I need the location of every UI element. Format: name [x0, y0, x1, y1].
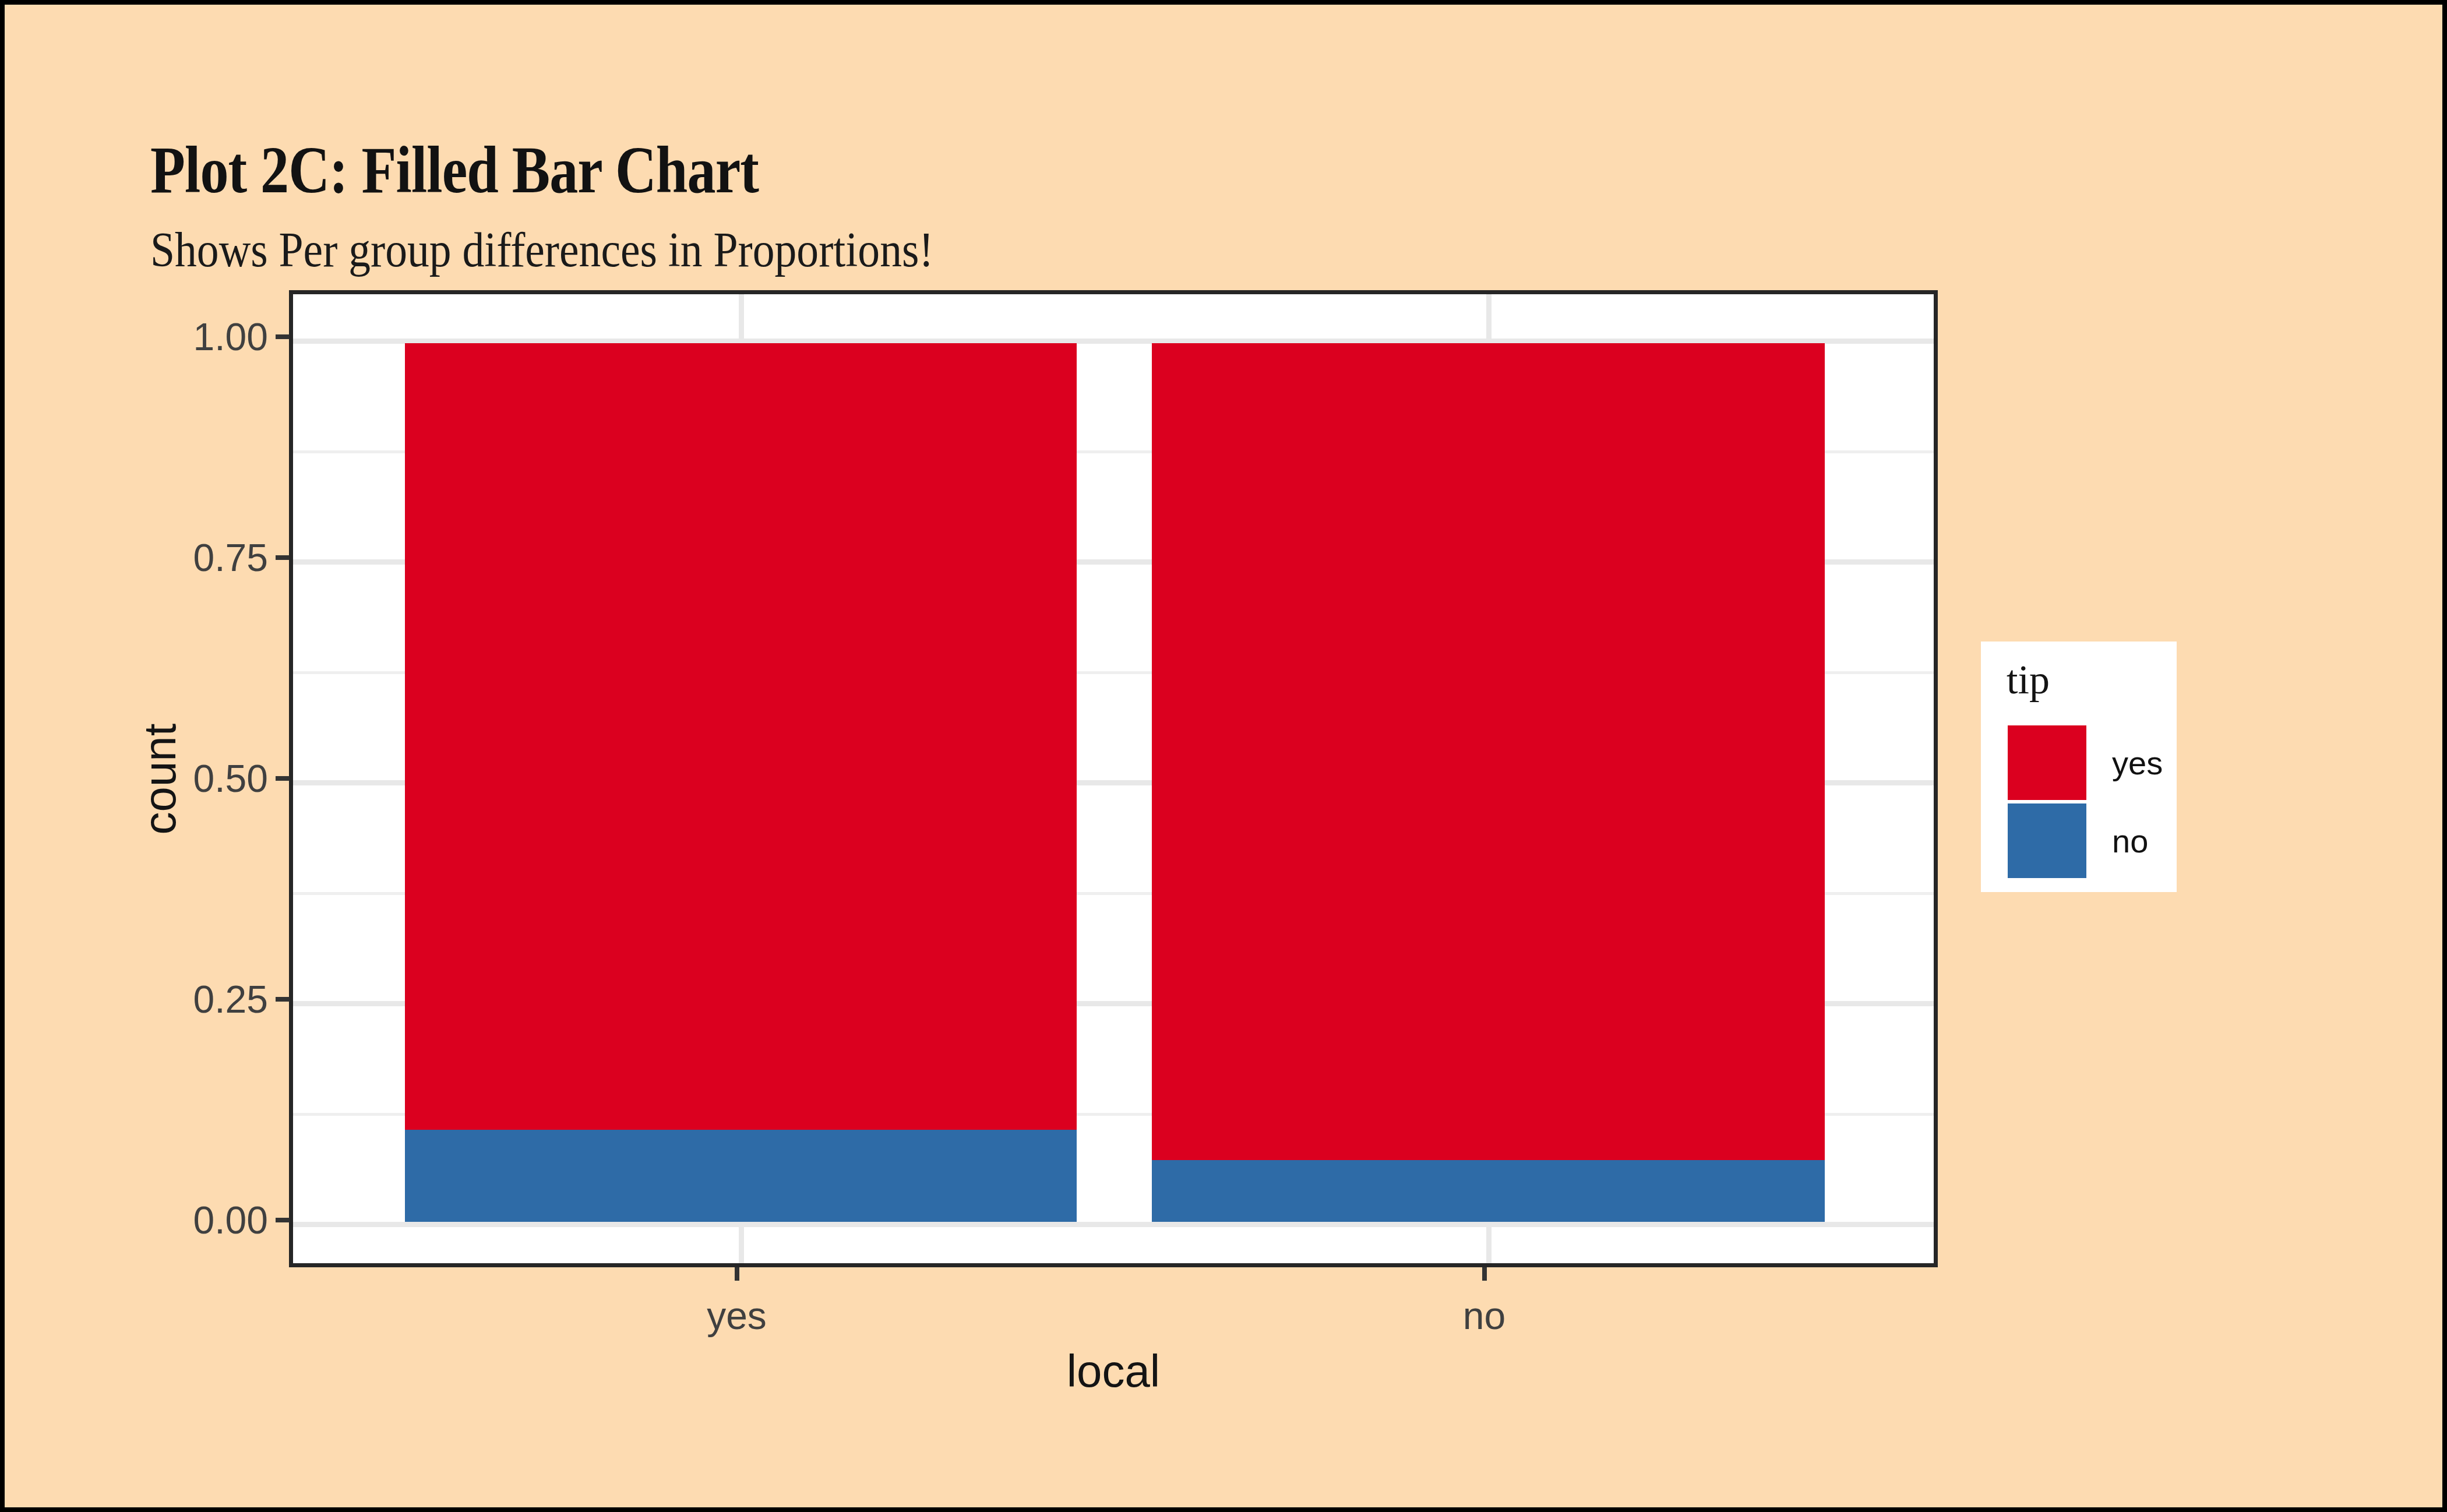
legend-swatch-yes [2008, 725, 2086, 800]
bar-segment-no [1152, 1160, 1825, 1222]
y-tick-label: 0.25 [93, 977, 268, 1021]
y-tick-mark [276, 555, 290, 560]
legend-title: tip [2007, 657, 2050, 703]
legend-swatch-no [2008, 803, 2086, 878]
y-tick-mark [276, 1218, 290, 1222]
legend-label: yes [2112, 744, 2163, 782]
bar-segment-no [405, 1130, 1077, 1222]
bar-segment-yes [1152, 343, 1825, 1160]
x-axis-title: local [939, 1345, 1288, 1398]
y-tick-label: 0.00 [93, 1198, 268, 1242]
x-tick-label: yes [620, 1294, 854, 1338]
x-tick-label: no [1368, 1294, 1601, 1338]
x-tick-mark [1482, 1267, 1487, 1281]
legend: tip yes no [1981, 642, 2177, 892]
bar-no [1152, 343, 1825, 1222]
legend-keys: yes no [2008, 725, 2163, 882]
gridline-major-horizontal [293, 1222, 1934, 1227]
bar-yes [405, 343, 1077, 1222]
legend-label: no [2112, 822, 2148, 860]
plot-panel [289, 290, 1938, 1267]
x-tick-mark [735, 1267, 739, 1281]
bar-segment-yes [405, 343, 1077, 1130]
legend-key-no: no [2008, 803, 2163, 878]
chart-subtitle: Shows Per group differences in Proportio… [150, 221, 934, 278]
legend-key-yes: yes [2008, 725, 2163, 800]
figure-canvas: Plot 2C: Filled Bar Chart Shows Per grou… [0, 0, 2447, 1512]
chart-title: Plot 2C: Filled Bar Chart [150, 132, 759, 209]
y-tick-label: 1.00 [93, 315, 268, 359]
y-tick-mark [276, 776, 290, 781]
y-axis-title: count [133, 604, 186, 954]
y-tick-label: 0.75 [93, 535, 268, 580]
y-tick-mark [276, 997, 290, 1002]
y-tick-mark [276, 334, 290, 339]
